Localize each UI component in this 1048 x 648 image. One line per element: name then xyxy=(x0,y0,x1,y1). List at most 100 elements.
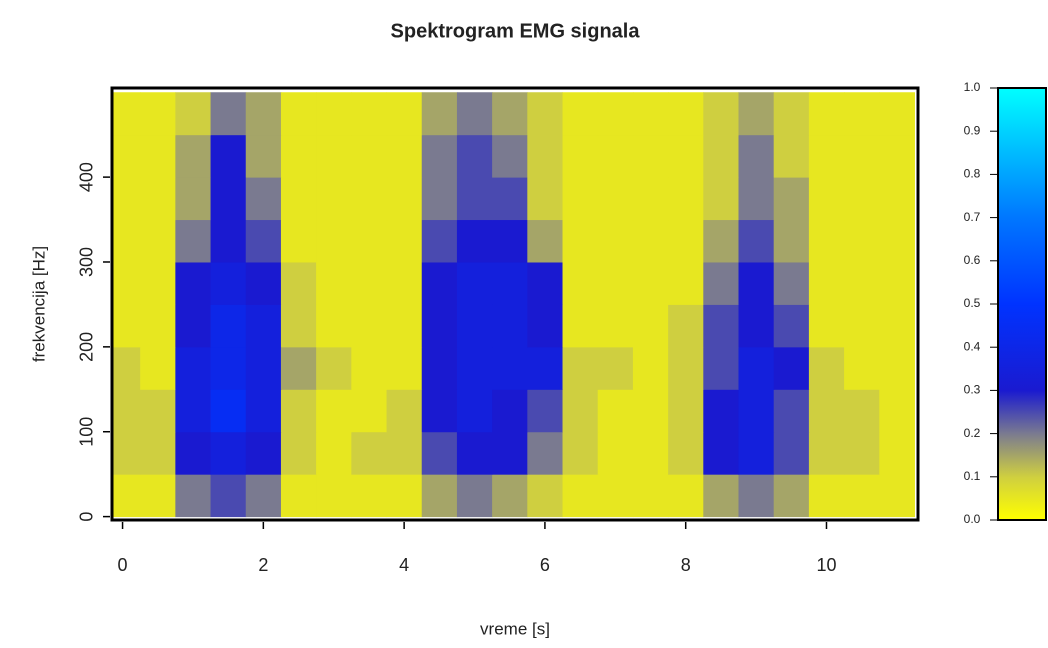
heatmap-cell xyxy=(773,219,810,263)
heatmap-cell xyxy=(773,431,810,475)
heatmap-cell xyxy=(527,177,564,221)
heatmap-cell xyxy=(597,219,634,263)
heatmap-cell xyxy=(421,474,458,518)
heatmap-cell xyxy=(140,474,176,518)
heatmap-cell xyxy=(421,134,458,178)
heatmap-cell xyxy=(280,261,317,305)
heatmap-cell xyxy=(112,304,141,348)
heatmap-cell xyxy=(492,346,528,390)
heatmap-cell xyxy=(245,134,282,178)
heatmap-cell xyxy=(808,261,845,305)
heatmap-cell xyxy=(421,346,458,390)
heatmap-cell xyxy=(773,177,810,221)
heatmap-cell xyxy=(562,304,599,348)
y-tick-label: 200 xyxy=(77,332,97,362)
heatmap-cell xyxy=(210,389,247,433)
heatmap-cell xyxy=(210,177,247,221)
heatmap-cell xyxy=(703,431,739,475)
heatmap-cell xyxy=(210,219,247,263)
x-tick-label: 2 xyxy=(258,555,268,575)
heatmap-cell xyxy=(492,92,528,136)
heatmap-cell xyxy=(386,304,423,348)
heatmap-cell xyxy=(738,431,775,475)
heatmap-cell xyxy=(316,134,352,178)
heatmap-cell xyxy=(351,177,388,221)
heatmap-cell xyxy=(280,134,317,178)
heatmap-cell xyxy=(245,346,282,390)
heatmap-cell xyxy=(632,177,669,221)
heatmap-cell xyxy=(738,346,775,390)
heatmap-cell xyxy=(632,304,669,348)
heatmap-cell xyxy=(632,346,669,390)
heatmap-cell xyxy=(738,92,775,136)
heatmap-cell xyxy=(597,92,634,136)
x-tick-label: 10 xyxy=(816,555,836,575)
heatmap-cell xyxy=(773,92,810,136)
heatmap-cell xyxy=(386,474,423,518)
colorbar-tick-label: 0.0 xyxy=(964,512,981,526)
heatmap-cell xyxy=(738,261,775,305)
heatmap-cell xyxy=(175,177,212,221)
heatmap-cell xyxy=(632,431,669,475)
heatmap-cell xyxy=(316,219,352,263)
heatmap-cell xyxy=(808,92,845,136)
heatmap-cell xyxy=(844,474,880,518)
heatmap-cell xyxy=(773,346,810,390)
heatmap-cell xyxy=(632,134,669,178)
heatmap-cell xyxy=(456,431,493,475)
heatmap-cell xyxy=(280,92,317,136)
heatmap-cell xyxy=(456,177,493,221)
heatmap-cell xyxy=(879,134,915,178)
heatmap-cell xyxy=(597,346,634,390)
heatmap-cell xyxy=(351,474,388,518)
heatmap-cell xyxy=(879,346,915,390)
heatmap-cell xyxy=(879,431,915,475)
heatmap-cell xyxy=(773,134,810,178)
heatmap-cell xyxy=(386,134,423,178)
heatmap-cell xyxy=(280,346,317,390)
heatmap-cell xyxy=(492,389,528,433)
heatmap-cell xyxy=(844,389,880,433)
heatmap-cell xyxy=(316,92,352,136)
heatmap-cell xyxy=(492,474,528,518)
heatmap-cell xyxy=(562,177,599,221)
heatmap-cell xyxy=(245,219,282,263)
heatmap-cell xyxy=(210,134,247,178)
colorbar-tick-label: 0.4 xyxy=(964,339,981,353)
heatmap-cell xyxy=(245,92,282,136)
heatmap-cell xyxy=(386,92,423,136)
heatmap-cell xyxy=(703,134,739,178)
heatmap-cell xyxy=(175,431,212,475)
x-axis-label: vreme [s] xyxy=(480,619,550,638)
heatmap-cell xyxy=(879,219,915,263)
heatmap-cell xyxy=(597,474,634,518)
heatmap-cell xyxy=(351,346,388,390)
heatmap-cell xyxy=(562,134,599,178)
heatmap-cell xyxy=(527,219,564,263)
heatmap-cell xyxy=(738,304,775,348)
heatmap-cell xyxy=(844,431,880,475)
heatmap-cell xyxy=(844,346,880,390)
heatmap-cell xyxy=(562,431,599,475)
heatmap-cell xyxy=(456,219,493,263)
heatmap-cell xyxy=(562,219,599,263)
heatmap-cell xyxy=(112,219,141,263)
y-tick-label: 0 xyxy=(77,512,97,522)
heatmap-cell xyxy=(808,219,845,263)
heatmap-cell xyxy=(492,261,528,305)
y-tick-label: 100 xyxy=(77,417,97,447)
heatmap-cell xyxy=(492,177,528,221)
heatmap-cell xyxy=(210,261,247,305)
heatmap-cell xyxy=(562,92,599,136)
heatmap-cell xyxy=(421,304,458,348)
heatmap-cell xyxy=(140,389,176,433)
heatmap-cell xyxy=(456,389,493,433)
heatmap-cell xyxy=(112,134,141,178)
colorbar-tick-label: 0.7 xyxy=(964,210,981,224)
heatmap-cell xyxy=(597,261,634,305)
heatmap-cell xyxy=(808,304,845,348)
heatmap-cell xyxy=(175,304,212,348)
heatmap-cell xyxy=(562,346,599,390)
heatmap-cell xyxy=(245,304,282,348)
heatmap-cell xyxy=(668,474,704,518)
